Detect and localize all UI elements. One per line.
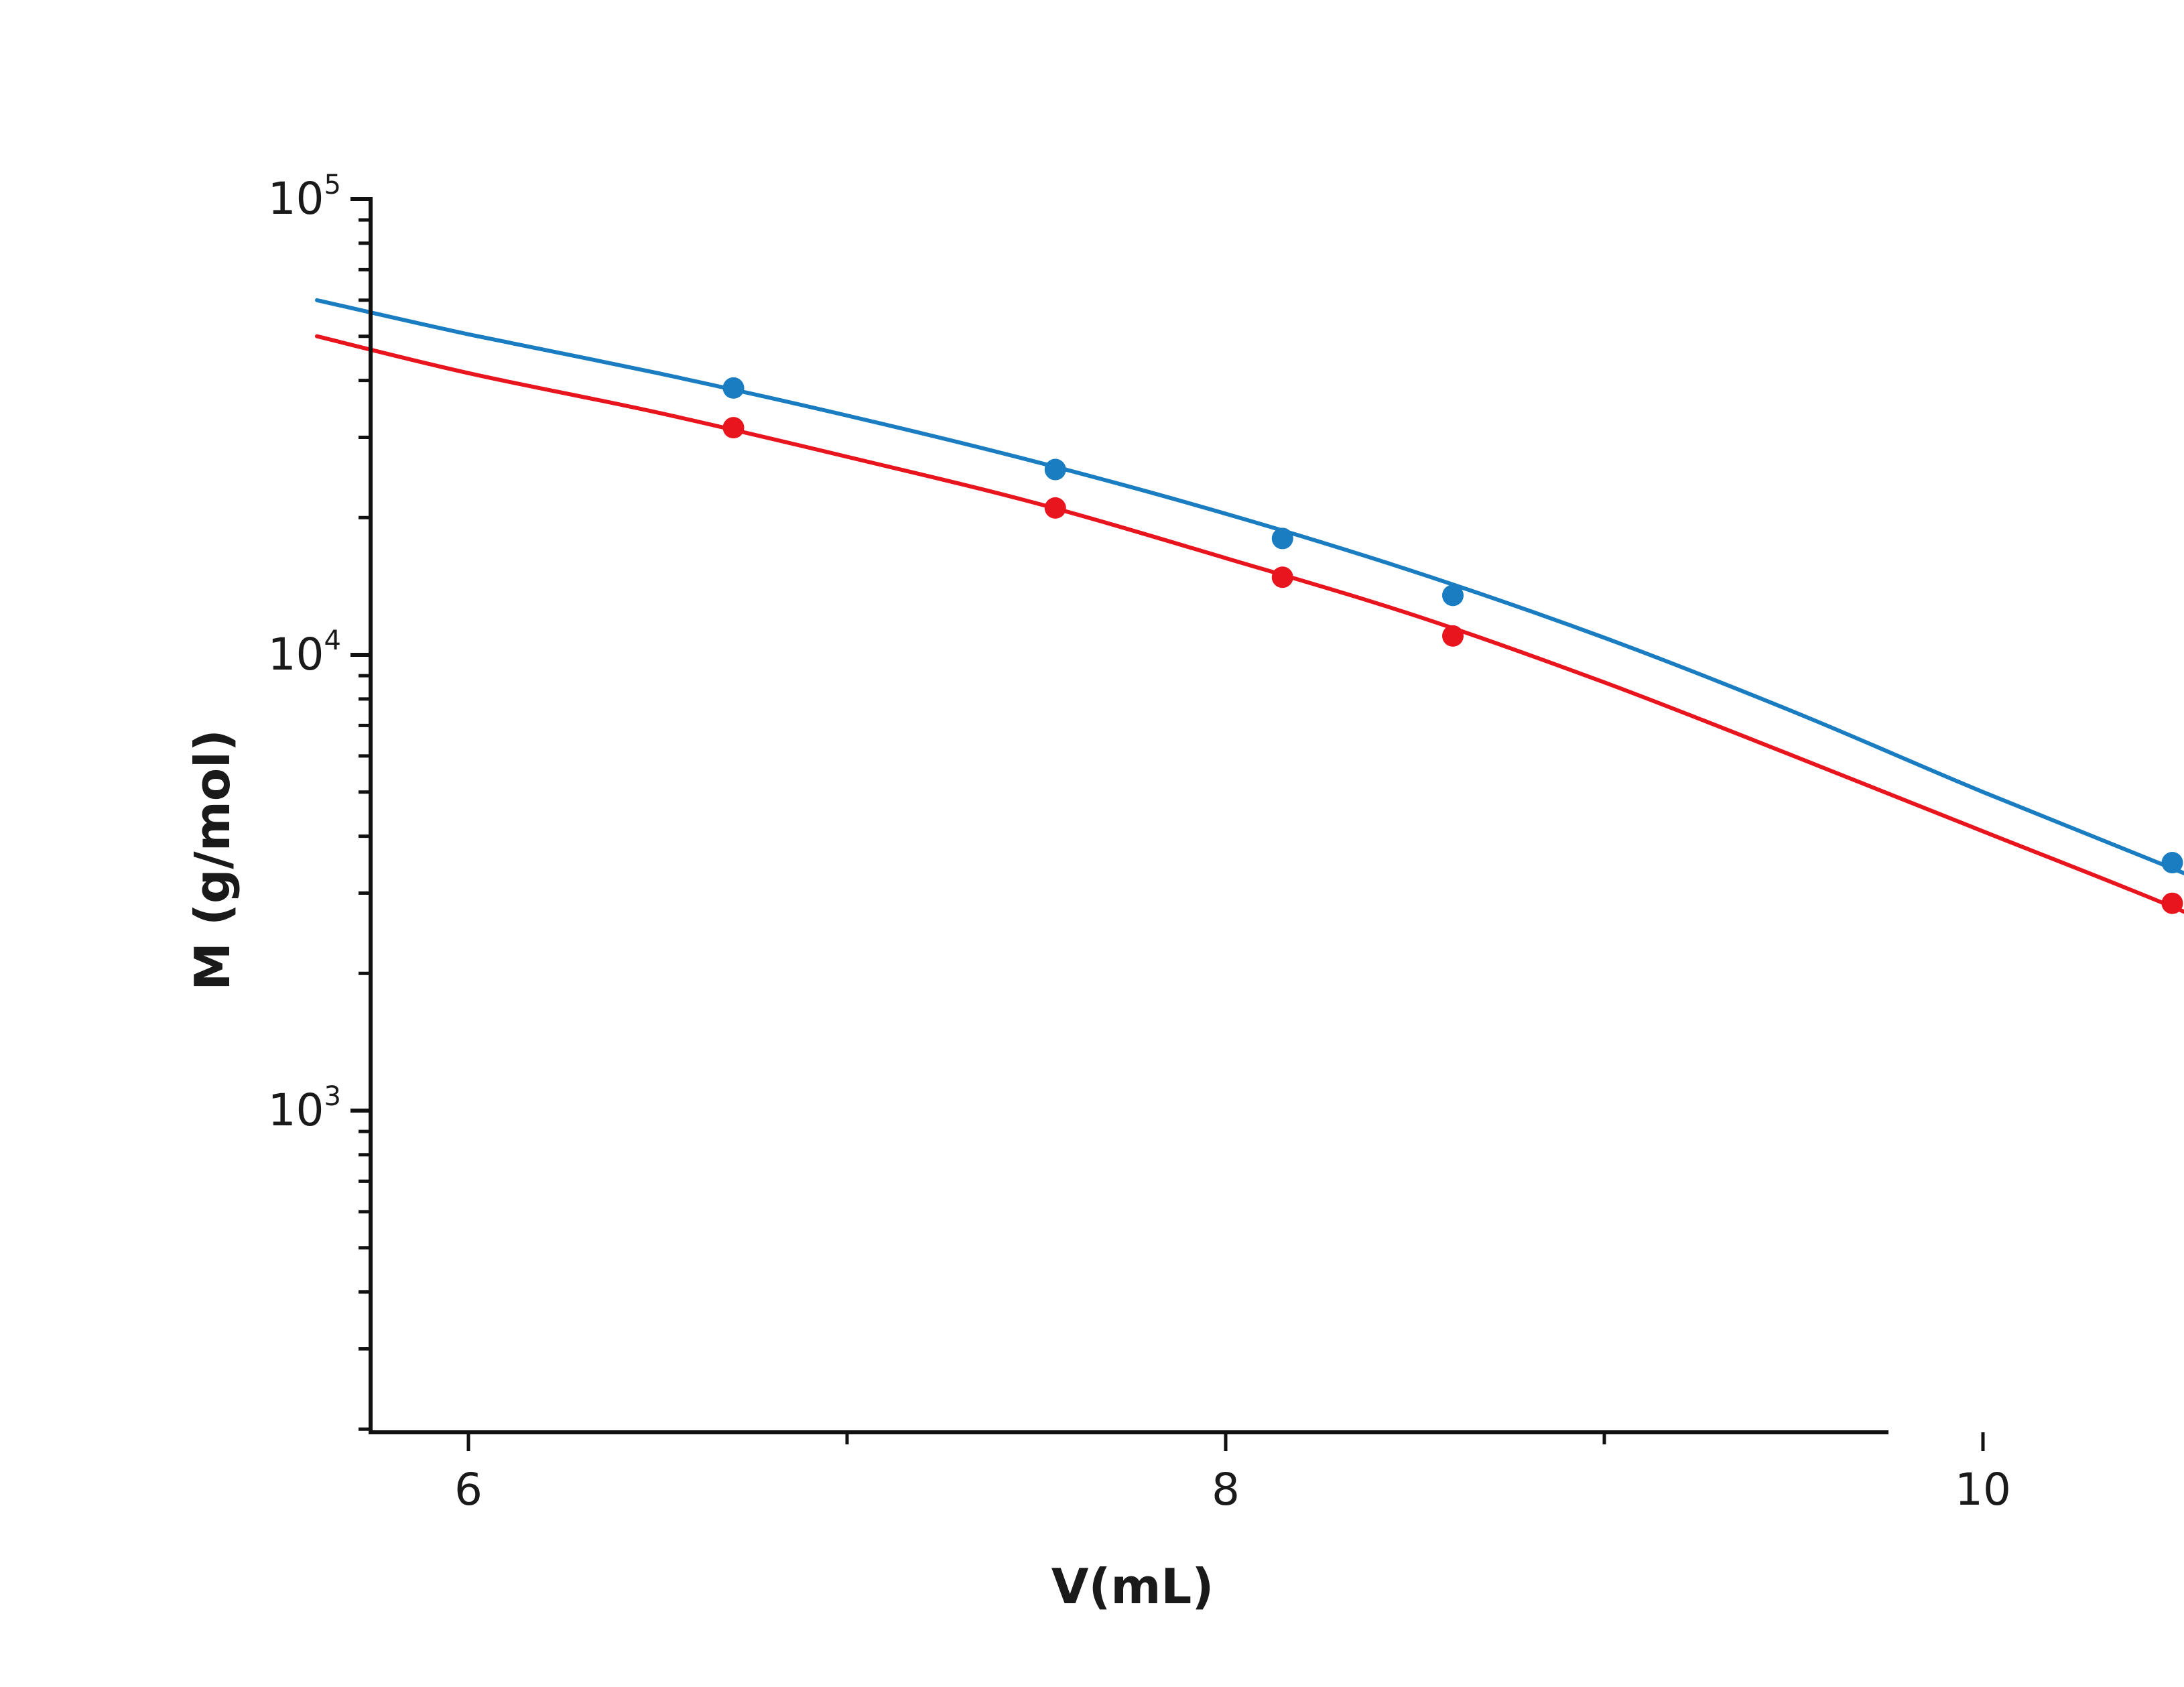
series-2-point — [722, 417, 745, 439]
y-ticks: 103 104 105 — [268, 170, 371, 1431]
series-1-point — [2161, 852, 2183, 874]
y-tick-label: 105 — [268, 170, 341, 225]
series-1-point — [1442, 584, 1464, 607]
series-2-point — [1044, 497, 1066, 519]
series-1-point — [1044, 458, 1066, 481]
x-tick-label: 8 — [1212, 1464, 1240, 1515]
x-axis-title: V(mL) — [1051, 1558, 1214, 1615]
x-tick-label: 10 — [1955, 1464, 2011, 1515]
series-2-point — [1271, 566, 1293, 588]
x-tick-label: 6 — [454, 1464, 483, 1515]
y-tick-label: 103 — [268, 1081, 341, 1136]
series-2-point — [1442, 625, 1464, 647]
y-tick-label: 104 — [268, 625, 341, 680]
y-axis-title: M (g/mol) — [184, 729, 241, 991]
plot-area — [315, 298, 2184, 914]
series-2-point — [2161, 892, 2183, 914]
series-1-point — [722, 377, 745, 399]
series-1-point — [1271, 527, 1293, 550]
series-line-2 — [315, 334, 2184, 914]
series-line-1 — [315, 298, 2184, 876]
x-ticks: 681012 — [454, 1432, 2011, 1515]
